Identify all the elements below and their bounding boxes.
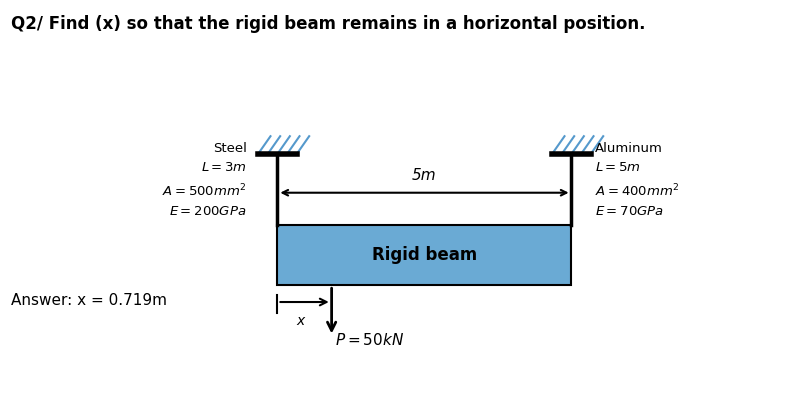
Text: $P = 50kN$: $P = 50kN$ bbox=[335, 332, 405, 348]
Text: Answer: x = 0.719m: Answer: x = 0.719m bbox=[10, 293, 166, 308]
Text: Aluminum
$L = 5m$
$A = 400mm^2$
$E = 70GPa$: Aluminum $L = 5m$ $A = 400mm^2$ $E = 70G… bbox=[594, 142, 679, 218]
Text: Q2/ Find (x) so that the rigid beam remains in a horizontal position.: Q2/ Find (x) so that the rigid beam rema… bbox=[10, 15, 645, 33]
Text: x: x bbox=[297, 314, 305, 328]
Text: Rigid beam: Rigid beam bbox=[372, 246, 477, 264]
Bar bbox=[278, 224, 571, 285]
Text: Steel
$L = 3m$
$A = 500mm^2$
$E = 200GPa$: Steel $L = 3m$ $A = 500mm^2$ $E = 200GPa… bbox=[162, 142, 246, 218]
Text: 5m: 5m bbox=[412, 168, 437, 183]
